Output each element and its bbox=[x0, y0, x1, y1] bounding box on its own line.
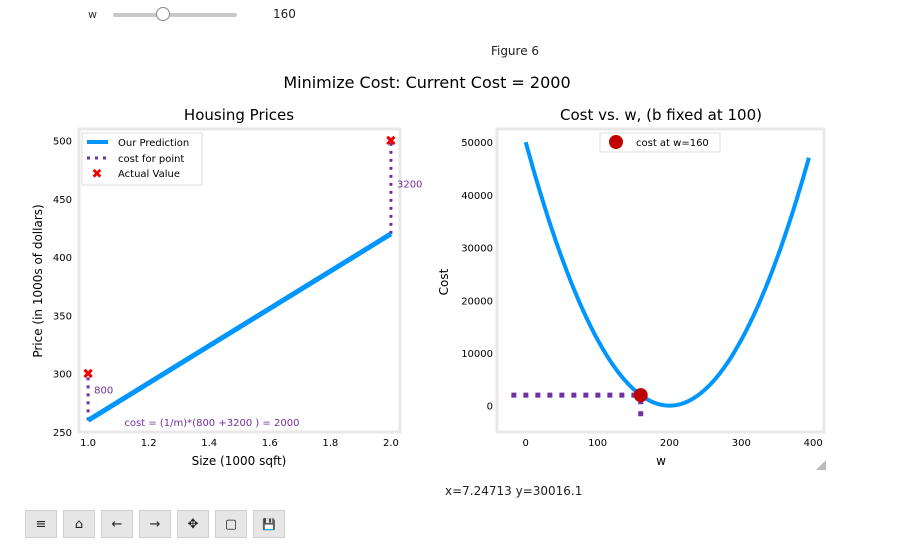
slider-value: 160 bbox=[273, 7, 296, 21]
menu-button[interactable]: ≡ bbox=[25, 510, 57, 538]
left-ytick-label: 250 bbox=[53, 428, 72, 439]
left-xlabel: Size (1000 sqft) bbox=[192, 454, 287, 468]
left-legend: Our Prediction cost for point ✖ Actual V… bbox=[81, 132, 203, 186]
forward-icon: → bbox=[149, 516, 161, 532]
resize-handle-icon[interactable] bbox=[816, 460, 826, 470]
back-icon: ← bbox=[111, 516, 123, 532]
download-icon: 💾 bbox=[262, 517, 276, 531]
slider-label: w bbox=[88, 8, 97, 21]
w-slider-handle[interactable] bbox=[155, 7, 170, 21]
coordinate-readout: x=7.24713 y=30016.1 bbox=[445, 484, 583, 498]
right-xtick-label: 400 bbox=[804, 438, 823, 449]
legend-actual-label: Actual Value bbox=[118, 169, 180, 180]
pan-button[interactable]: ✥ bbox=[177, 510, 209, 538]
right-xtick-label: 200 bbox=[660, 438, 679, 449]
left-ytick-label: 500 bbox=[53, 137, 72, 148]
prediction-line bbox=[86, 231, 393, 423]
home-icon: ⌂ bbox=[74, 516, 84, 532]
right-legend-box bbox=[599, 132, 721, 153]
legend-cost-marker bbox=[609, 135, 623, 149]
right-ytick-label: 30000 bbox=[461, 244, 493, 255]
home-button[interactable]: ⌂ bbox=[63, 510, 95, 538]
left-xtick-label: 2.0 bbox=[383, 438, 399, 449]
right-ytick-label: 20000 bbox=[461, 296, 493, 307]
left-xtick-label: 1.2 bbox=[141, 438, 157, 449]
legend-actual-swatch: ✖ bbox=[92, 167, 103, 182]
right-legend: cost at w=160 bbox=[599, 132, 721, 153]
forward-button[interactable]: → bbox=[139, 510, 171, 538]
zoom-icon: ▢ bbox=[224, 516, 238, 532]
cost-annotation: 3200 bbox=[397, 179, 422, 190]
right-xlabel: w bbox=[656, 454, 666, 468]
zoom-button[interactable]: ▢ bbox=[215, 510, 247, 538]
right-ytick-label: 0 bbox=[487, 402, 493, 413]
left-xtick-label: 1.0 bbox=[80, 438, 96, 449]
left-ytick-label: 300 bbox=[53, 370, 72, 381]
cost-vs-w-plot: Cost vs. w, (b fixed at 100) w Cost 0 100… bbox=[437, 106, 826, 470]
left-axes-frame bbox=[77, 127, 402, 434]
figure-label: Figure 6 bbox=[490, 44, 540, 58]
download-button[interactable]: 💾 bbox=[253, 510, 285, 538]
left-title: Housing Prices bbox=[184, 106, 294, 124]
left-ytick-label: 400 bbox=[53, 253, 72, 264]
legend-prediction-label: Our Prediction bbox=[118, 138, 189, 149]
right-xtick-label: 0 bbox=[523, 438, 529, 449]
legend-cost-at-w-label: cost at w=160 bbox=[636, 138, 709, 149]
left-xtick-label: 1.6 bbox=[262, 438, 278, 449]
actual-value-marker: ✖ bbox=[385, 134, 397, 150]
left-ytick-label: 350 bbox=[53, 311, 72, 322]
cost-at-w-marker bbox=[633, 388, 648, 403]
right-ytick-label: 10000 bbox=[461, 349, 493, 360]
left-ylabel: Price (in 1000s of dollars) bbox=[31, 204, 45, 357]
housing-prices-plot: Housing Prices Size (1000 sqft) Price (i… bbox=[31, 106, 422, 468]
left-xtick-label: 1.4 bbox=[201, 438, 217, 449]
cost-curve bbox=[523, 141, 811, 408]
right-ytick-label: 40000 bbox=[461, 191, 493, 202]
right-title: Cost vs. w, (b fixed at 100) bbox=[560, 106, 762, 124]
back-button[interactable]: ← bbox=[101, 510, 133, 538]
right-axes-frame bbox=[495, 127, 826, 434]
actual-value-marker: ✖ bbox=[82, 367, 94, 383]
right-xtick-label: 300 bbox=[732, 438, 751, 449]
left-xtick-label: 1.8 bbox=[322, 438, 338, 449]
menu-icon: ≡ bbox=[35, 516, 47, 532]
right-ytick-label: 50000 bbox=[461, 138, 493, 149]
legend-cost-label: cost for point bbox=[118, 154, 184, 165]
left-ytick-label: 450 bbox=[53, 195, 72, 206]
right-ylabel: Cost bbox=[437, 268, 451, 295]
cost-annotation: 800 bbox=[94, 386, 113, 397]
w-slider-track[interactable] bbox=[113, 13, 237, 17]
right-xtick-label: 100 bbox=[588, 438, 607, 449]
cost-annotation: cost = (1/m)*(800 +3200 ) = 2000 bbox=[124, 418, 299, 429]
figure-suptitle: Minimize Cost: Current Cost = 2000 bbox=[283, 73, 570, 92]
pan-icon: ✥ bbox=[187, 516, 199, 532]
